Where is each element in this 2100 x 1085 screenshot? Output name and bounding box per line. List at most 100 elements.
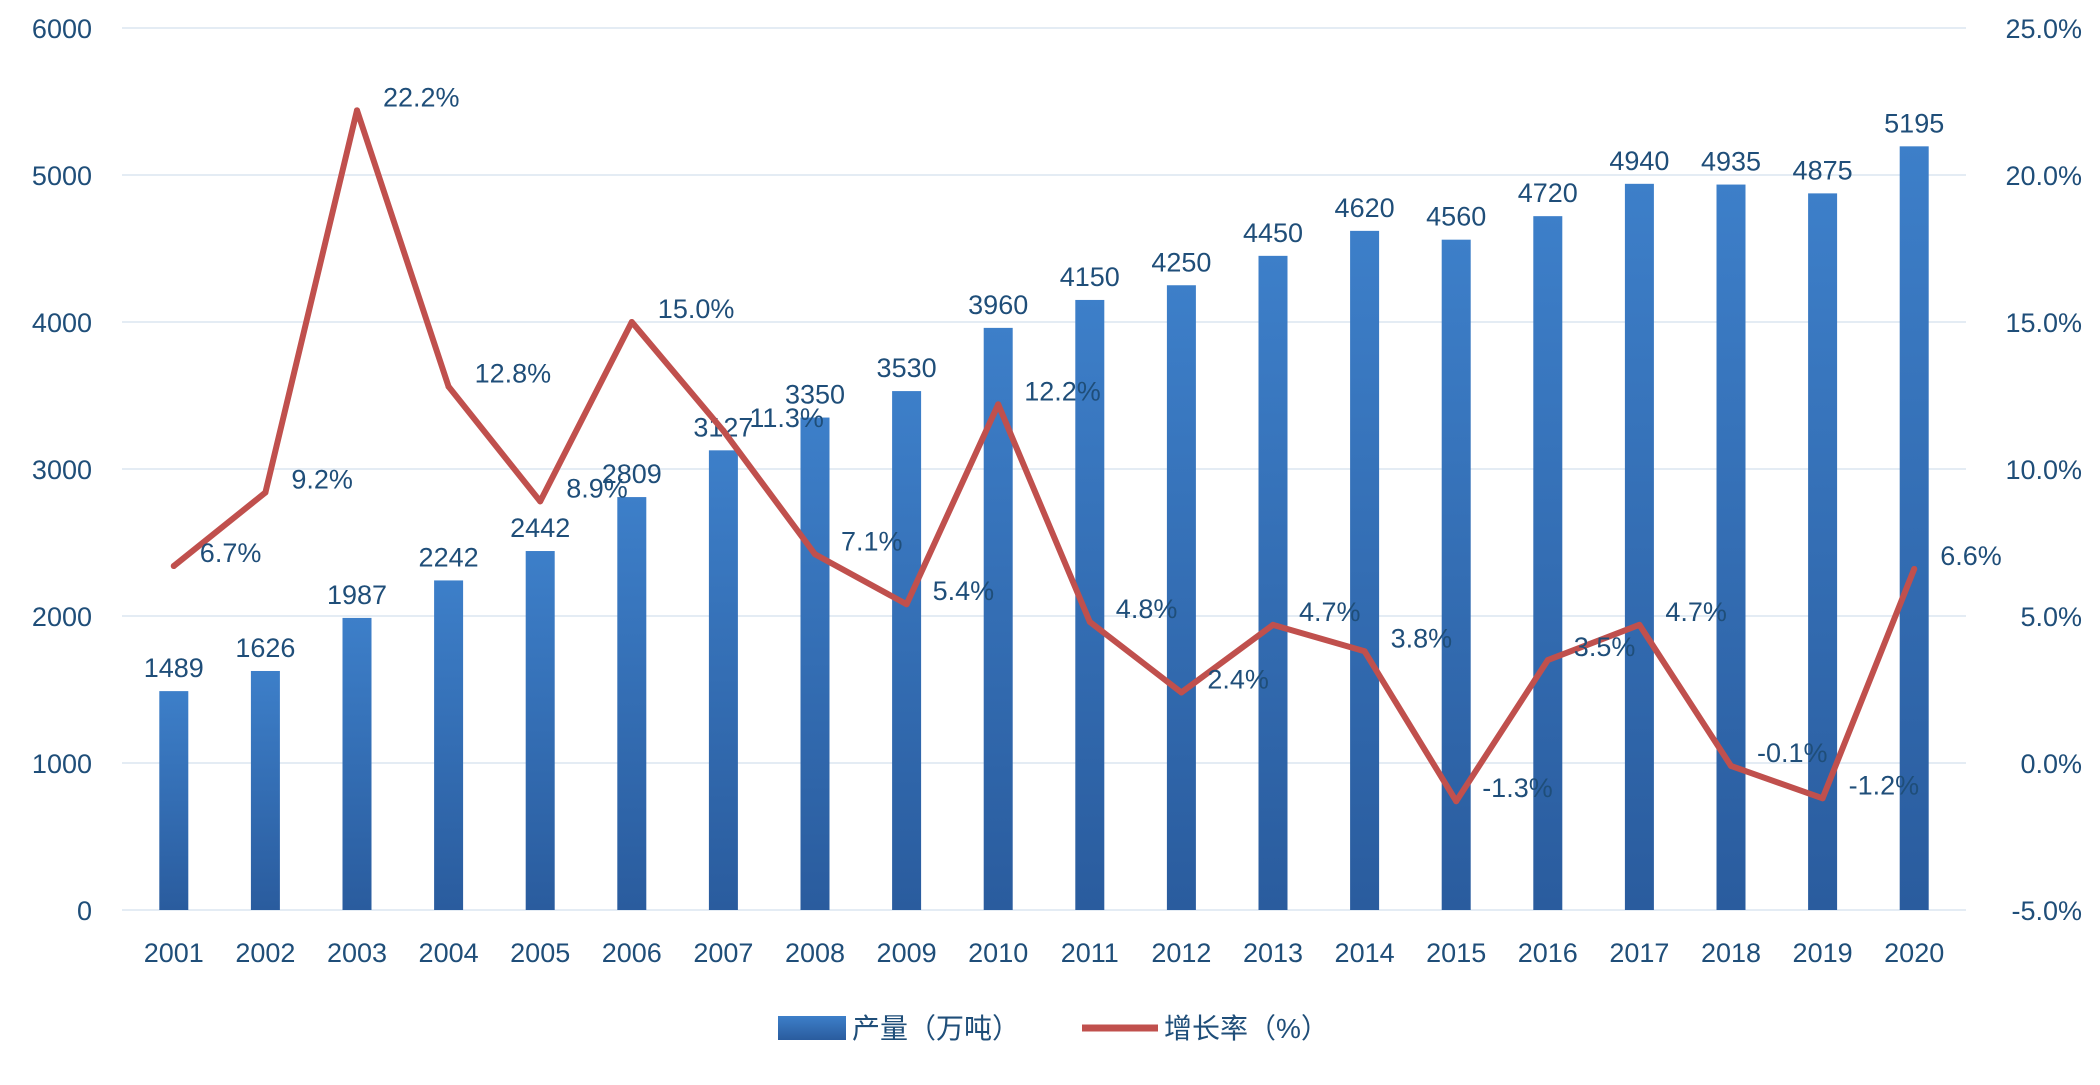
line-data-label: -1.2% — [1849, 770, 1920, 800]
left-tick-label: 0 — [77, 896, 92, 926]
line-point — [262, 489, 269, 496]
line-data-label: 4.7% — [1299, 597, 1361, 627]
line-data-label: 2.4% — [1207, 664, 1269, 694]
bar-data-label: 5195 — [1884, 108, 1944, 138]
x-tick-label: 2019 — [1793, 938, 1853, 968]
bar — [892, 391, 922, 911]
line-point — [1270, 621, 1276, 628]
bar — [1808, 193, 1838, 910]
bar-data-label: 4450 — [1243, 218, 1303, 248]
x-tick-label: 2011 — [1061, 938, 1119, 968]
line-point — [1086, 618, 1093, 625]
bar — [342, 617, 372, 910]
x-tick-label: 2008 — [785, 938, 845, 968]
bar-data-label: 3960 — [968, 290, 1028, 320]
bar-data-label: 4720 — [1518, 178, 1578, 208]
bar — [1166, 285, 1196, 910]
bar — [434, 580, 464, 910]
line-point — [170, 563, 177, 570]
left-tick-label: 4000 — [32, 308, 92, 338]
bar — [800, 417, 830, 910]
right-axis: -5.0% 0.0% 5.0% 10.0% 15.0% 20.0% 25.0% — [2005, 14, 2082, 926]
right-tick-label: 0.0% — [2020, 749, 2082, 779]
bar — [1258, 255, 1288, 911]
line-data-label: 8.9% — [566, 473, 628, 503]
bar — [1350, 230, 1380, 911]
line-data-label: -0.1% — [1757, 738, 1828, 768]
line-data-label: 5.4% — [933, 576, 995, 606]
line-data-label: 4.8% — [1116, 594, 1178, 624]
right-tick-label: 20.0% — [2005, 161, 2082, 191]
line-point — [1178, 689, 1185, 696]
bar-data-label: 4940 — [1609, 146, 1669, 176]
bar-data-label: 4560 — [1426, 202, 1486, 232]
bar — [250, 670, 280, 910]
line-data-label: 4.7% — [1665, 597, 1727, 627]
bar — [983, 327, 1013, 910]
bar — [159, 691, 189, 910]
line-data-label: -1.3% — [1482, 773, 1553, 803]
line-data-label: 12.2% — [1024, 376, 1101, 406]
x-tick-label: 2009 — [877, 938, 937, 968]
x-tick-label: 2012 — [1151, 938, 1211, 968]
bar — [617, 497, 647, 910]
x-tick-label: 2002 — [235, 938, 295, 968]
left-tick-label: 1000 — [32, 749, 92, 779]
bar-series — [159, 146, 1929, 911]
x-tick-label: 2005 — [510, 938, 570, 968]
right-tick-label: 15.0% — [2005, 308, 2082, 338]
legend-bar-label: 产量（万吨） — [852, 1013, 1020, 1044]
line-data-label: 9.2% — [291, 465, 353, 495]
left-tick-label: 3000 — [32, 455, 92, 485]
left-axis: 0 1000 2000 3000 4000 5000 6000 — [32, 14, 92, 926]
x-tick-label: 2007 — [693, 938, 753, 968]
legend-line-label: 增长率（%） — [1164, 1013, 1329, 1044]
line-point — [995, 401, 1002, 408]
line-point — [537, 498, 544, 505]
x-tick-label: 2004 — [419, 938, 479, 968]
line-data-label: 3.8% — [1391, 623, 1453, 653]
x-tick-label: 2006 — [602, 938, 662, 968]
bar-data-label: 3350 — [785, 380, 845, 410]
bar-data-label: 3530 — [877, 353, 937, 383]
bar — [1716, 184, 1746, 910]
x-tick-label: 2010 — [968, 938, 1028, 968]
line-point — [1453, 798, 1460, 805]
bar-data-label: 4935 — [1701, 147, 1761, 177]
bar — [708, 450, 738, 910]
x-tick-label: 2015 — [1426, 938, 1486, 968]
bar — [1624, 183, 1654, 910]
bar-data-label: 1987 — [327, 580, 387, 610]
line-data-label: 22.2% — [383, 82, 460, 112]
x-tick-label: 2003 — [327, 938, 387, 968]
line-data-label: 12.8% — [475, 359, 552, 389]
line-point — [1819, 795, 1826, 802]
x-tick-label: 2014 — [1335, 938, 1395, 968]
bar-data-label: 4875 — [1793, 155, 1853, 185]
bar-data-label: 2242 — [419, 542, 479, 572]
right-tick-label: -5.0% — [2011, 896, 2082, 926]
bar-data-label: 1489 — [144, 653, 204, 683]
bar — [1533, 216, 1563, 910]
x-tick-label: 2017 — [1609, 938, 1669, 968]
right-tick-label: 25.0% — [2005, 14, 2082, 44]
line-point — [1911, 565, 1918, 572]
bar-data-label: 1626 — [235, 633, 295, 663]
right-tick-label: 5.0% — [2020, 602, 2082, 632]
bar-data-labels: 1489162619872242244228093127335035303960… — [144, 108, 1944, 683]
line-point — [1636, 621, 1643, 628]
x-axis: 2001 2002 2003 2004 2005 2006 2007 2008 2009 2010… — [144, 938, 1944, 968]
x-tick-label: 2018 — [1701, 938, 1761, 968]
gridlines — [122, 27, 1966, 911]
line-data-label: 6.6% — [1940, 541, 2002, 571]
left-tick-label: 6000 — [32, 14, 92, 44]
x-tick-label: 2013 — [1243, 938, 1303, 968]
x-tick-label: 2016 — [1518, 938, 1578, 968]
x-tick-label: 2001 — [144, 938, 204, 968]
line-data-label: 11.3% — [749, 403, 824, 433]
bar — [525, 551, 555, 910]
bar-data-label: 2442 — [510, 513, 570, 543]
line-data-label: 3.5% — [1574, 632, 1636, 662]
